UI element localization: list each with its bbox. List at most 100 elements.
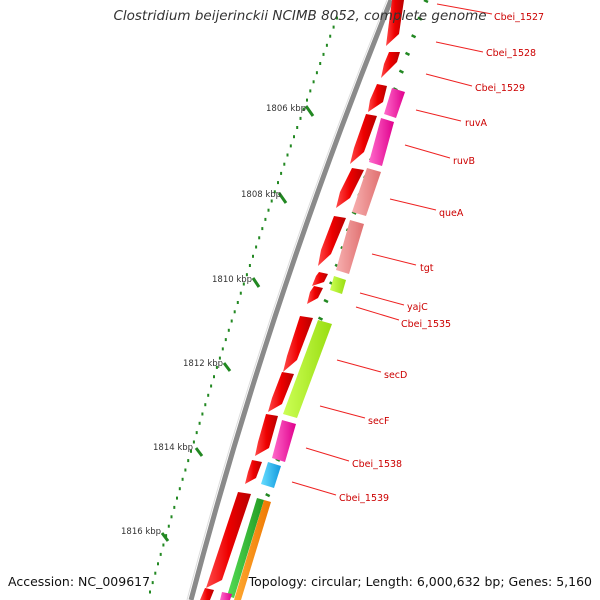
inner-tick bbox=[411, 34, 417, 39]
gene-label-yajC: yajC bbox=[407, 302, 428, 313]
gene-label-line bbox=[305, 447, 350, 462]
gene-label-line bbox=[371, 253, 417, 266]
scale-label: 1812 kbp bbox=[183, 359, 223, 369]
scale-dot bbox=[151, 581, 154, 585]
scale-dot bbox=[221, 347, 224, 351]
gene-label-line bbox=[291, 481, 337, 496]
scale-dot bbox=[204, 403, 207, 407]
scale-dot bbox=[273, 190, 276, 194]
scale-dot bbox=[248, 264, 251, 267]
gene-box-secD bbox=[283, 320, 332, 418]
gene-labels: Cbei_1527 Cbei_1528 Cbei_1529 ruvA ruvB … bbox=[291, 3, 544, 504]
gene-label-line bbox=[355, 306, 400, 321]
gene-box-ruvB bbox=[369, 118, 394, 166]
scale-dot bbox=[245, 273, 248, 277]
scale-dot bbox=[299, 116, 302, 120]
gene-label-Cbei_1538: Cbei_1538 bbox=[352, 459, 402, 470]
scale-dot bbox=[181, 477, 184, 481]
scale-dot bbox=[173, 505, 176, 509]
scale-dot bbox=[261, 227, 264, 231]
scale-dot bbox=[165, 534, 168, 538]
scale-dot bbox=[302, 107, 305, 111]
scale-dot bbox=[322, 52, 325, 56]
scale-dot bbox=[159, 552, 162, 556]
gene-arrow bbox=[350, 114, 377, 164]
scale-dot bbox=[270, 199, 273, 203]
scale-dot bbox=[319, 62, 322, 65]
inner-tick bbox=[265, 492, 271, 498]
gene-label-line bbox=[336, 359, 382, 373]
scale-dot bbox=[315, 71, 318, 75]
scale-dotted-curve bbox=[149, 16, 338, 594]
scale-label: 1808 kbp bbox=[241, 190, 281, 200]
gene-label-Cbei_1535: Cbei_1535 bbox=[401, 319, 451, 330]
scale-dot bbox=[306, 98, 308, 102]
scale-tick bbox=[160, 532, 170, 542]
gene-arrow bbox=[307, 286, 323, 304]
scale-dot bbox=[258, 236, 261, 240]
scale-dot bbox=[213, 375, 215, 379]
gene-arrow bbox=[336, 168, 364, 208]
scale-label: 1806 kbp bbox=[266, 104, 306, 114]
scale-dot bbox=[187, 459, 190, 463]
scale-dot bbox=[293, 135, 295, 139]
scale-dot bbox=[255, 245, 258, 249]
scale-dot bbox=[167, 524, 170, 528]
genome-backbone bbox=[188, 0, 394, 600]
gene-arrow bbox=[255, 414, 278, 456]
scale-dot bbox=[277, 181, 279, 185]
gene-arrow bbox=[386, 0, 404, 46]
scale-dot bbox=[312, 80, 315, 84]
scale-dot bbox=[201, 412, 204, 416]
gene-label-line bbox=[415, 109, 462, 122]
gene-label-line bbox=[435, 41, 484, 53]
gene-arrow bbox=[312, 272, 328, 286]
scale-dot bbox=[325, 43, 328, 47]
gene-track-inner bbox=[220, 88, 405, 600]
gene-label-Cbei_1528: Cbei_1528 bbox=[486, 48, 536, 59]
scale-dot bbox=[283, 162, 286, 166]
scale-tick bbox=[222, 362, 232, 372]
gene-label-tgt: tgt bbox=[420, 263, 434, 274]
scale-dot bbox=[207, 393, 210, 397]
gene-label-line bbox=[319, 405, 366, 419]
gene-box-Cbei_1539 bbox=[261, 462, 281, 488]
inner-tick bbox=[417, 16, 423, 21]
scale-dot bbox=[236, 301, 239, 304]
scale-dot bbox=[264, 217, 267, 221]
genome-title: Clostridium beijerinckii NCIMB 8052, com… bbox=[113, 8, 487, 24]
scale-dot bbox=[332, 25, 335, 29]
scale-dot bbox=[157, 562, 159, 566]
gene-box-Cbei_1538 bbox=[272, 420, 296, 462]
scale-dot bbox=[227, 328, 230, 332]
gene-label-ruvB: ruvB bbox=[453, 156, 475, 167]
gene-track-outer bbox=[200, 0, 404, 600]
scale-dot bbox=[239, 291, 242, 295]
inner-tick bbox=[323, 298, 329, 304]
scale-dot bbox=[329, 34, 332, 38]
gene-arrow bbox=[268, 372, 294, 412]
scale-dot bbox=[280, 171, 283, 175]
inner-tick bbox=[398, 69, 404, 74]
scale-tick bbox=[251, 277, 261, 288]
scale-dot bbox=[286, 153, 289, 157]
scale-dot bbox=[192, 440, 195, 444]
scale-dot bbox=[296, 126, 299, 129]
scale-dot bbox=[224, 338, 227, 342]
gene-label-Cbei_1529: Cbei_1529 bbox=[475, 83, 525, 94]
scale-dot bbox=[149, 590, 151, 594]
scale-dot bbox=[242, 282, 245, 286]
scale-dot bbox=[309, 89, 312, 93]
scale-label: 1816 kbp bbox=[121, 527, 161, 537]
scale-label: 1810 kbp bbox=[212, 275, 252, 285]
gene-arrow bbox=[368, 84, 387, 112]
inner-tick bbox=[317, 316, 324, 321]
gene-arrow bbox=[318, 216, 346, 266]
gene-arrow bbox=[283, 316, 313, 372]
topology-text: Topology: circular; Length: 6,000,632 bp… bbox=[248, 574, 592, 589]
gene-arrow bbox=[206, 492, 251, 588]
scale-dot bbox=[184, 468, 187, 472]
gene-box-yajC bbox=[330, 276, 346, 294]
scale-dot bbox=[336, 16, 338, 20]
